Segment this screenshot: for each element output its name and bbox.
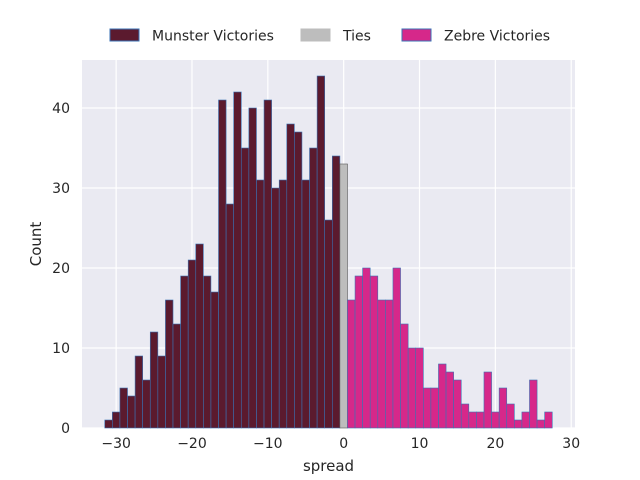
x-tick-label: 0 [339, 436, 348, 452]
bar-zebre-8 [407, 347, 417, 429]
bar-zebre-5 [385, 299, 394, 429]
bar-munster-6 [149, 331, 159, 429]
bar-zebre-1 [354, 275, 363, 429]
bar-munster-3 [127, 395, 136, 429]
y-axis-title: Count [27, 222, 45, 267]
bar-munster-19 [248, 107, 257, 429]
x-axis-title: spread [303, 457, 354, 475]
legend-label-munster: Munster Victories [152, 29, 274, 45]
bar-zebre-0 [347, 299, 356, 429]
legend-label-ties: Ties [342, 29, 371, 45]
y-tick-label: 10 [52, 341, 70, 357]
bar-zebre-24 [529, 379, 538, 429]
bar-zebre-9 [415, 347, 424, 429]
x-axis-ticks: −30 −20 −10 0 10 20 30 [101, 436, 580, 452]
bar-munster-22 [271, 187, 280, 429]
x-tick-label: 30 [562, 436, 580, 452]
legend-swatch-zebre [401, 28, 432, 42]
bar-munster-7 [157, 355, 166, 429]
y-tick-label: 0 [61, 421, 70, 437]
y-tick-label: 30 [52, 181, 70, 197]
bar-ties-0 [339, 163, 348, 429]
bar-munster-26 [301, 179, 310, 429]
y-axis-ticks: 0 10 20 30 40 [52, 101, 70, 437]
bar-zebre-10 [423, 387, 432, 429]
bars [104, 75, 553, 429]
bar-munster-11 [187, 259, 197, 429]
bar-munster-4 [134, 355, 143, 429]
bar-zebre-12 [438, 363, 447, 429]
bar-munster-9 [172, 323, 181, 429]
legend: Munster Victories Ties Zebre Victories [109, 28, 550, 45]
bar-zebre-7 [400, 323, 409, 429]
bar-munster-0 [104, 419, 113, 429]
bar-munster-29 [324, 219, 333, 429]
x-tick-label: −20 [177, 436, 207, 452]
y-tick-label: 40 [52, 101, 70, 117]
bar-munster-17 [233, 91, 242, 429]
bar-zebre-15 [460, 403, 470, 429]
bar-munster-2 [119, 387, 128, 429]
bar-zebre-6 [392, 267, 401, 429]
bar-zebre-16 [468, 411, 477, 429]
bar-zebre-11 [430, 387, 439, 429]
legend-swatch-munster [109, 28, 140, 42]
bar-munster-24 [286, 123, 295, 429]
y-tick-label: 20 [52, 261, 70, 277]
bar-munster-1 [112, 411, 121, 429]
bar-munster-25 [294, 131, 303, 429]
bar-zebre-25 [536, 419, 545, 429]
bar-zebre-26 [544, 411, 553, 429]
x-tick-label: 10 [411, 436, 429, 452]
bar-zebre-17 [476, 411, 485, 429]
bar-munster-30 [331, 155, 341, 429]
bar-munster-15 [218, 99, 227, 429]
bar-munster-28 [316, 75, 326, 429]
bar-zebre-22 [514, 419, 523, 429]
x-tick-label: −30 [101, 436, 131, 452]
bar-zebre-23 [521, 411, 530, 429]
bar-munster-18 [240, 147, 250, 429]
bar-zebre-20 [498, 387, 508, 429]
bar-zebre-2 [362, 267, 371, 429]
bar-zebre-18 [483, 371, 492, 429]
bar-zebre-3 [369, 275, 379, 429]
bar-zebre-13 [445, 371, 454, 429]
x-tick-label: −10 [253, 436, 283, 452]
bar-munster-10 [180, 275, 189, 429]
legend-label-zebre: Zebre Victories [444, 29, 550, 45]
bar-munster-5 [142, 379, 151, 429]
bar-munster-8 [165, 299, 174, 429]
bar-zebre-14 [453, 379, 462, 429]
bar-zebre-4 [377, 299, 386, 429]
bar-munster-20 [256, 179, 265, 429]
bar-zebre-21 [506, 403, 515, 429]
bar-munster-13 [203, 275, 212, 429]
bar-munster-14 [210, 291, 219, 429]
x-tick-label: 20 [486, 436, 504, 452]
legend-swatch-ties [300, 28, 331, 42]
bar-munster-16 [225, 203, 234, 429]
bar-munster-21 [263, 99, 272, 429]
bar-zebre-19 [491, 411, 500, 429]
bar-munster-12 [195, 243, 204, 429]
bar-munster-23 [278, 179, 288, 429]
bar-munster-27 [309, 147, 318, 429]
